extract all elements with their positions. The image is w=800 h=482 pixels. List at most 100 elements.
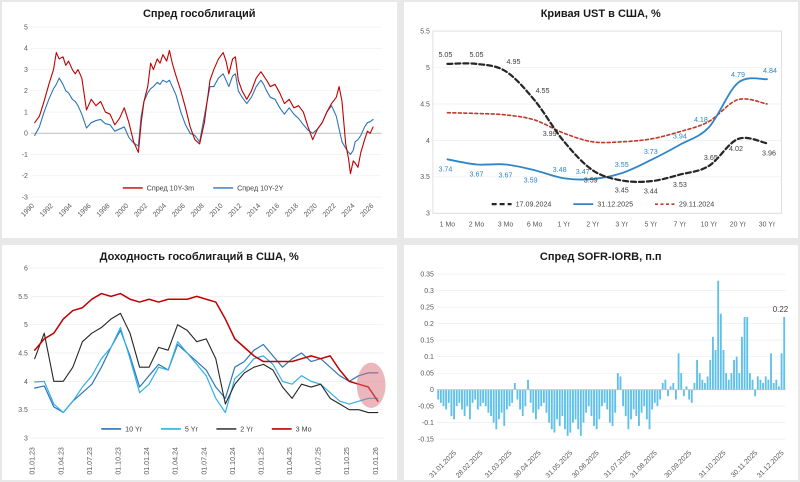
svg-text:3.59: 3.59 (583, 175, 597, 184)
svg-text:28.02.2025: 28.02.2025 (454, 449, 484, 479)
svg-text:0: 0 (430, 387, 434, 394)
svg-text:3.44: 3.44 (643, 186, 657, 195)
svg-text:4.84: 4.84 (763, 66, 777, 75)
svg-text:10 Yr: 10 Yr (125, 424, 143, 433)
svg-text:01.07.24: 01.07.24 (201, 447, 208, 475)
svg-text:Спред 10Y-2Y: Спред 10Y-2Y (237, 183, 283, 192)
svg-text:4: 4 (24, 46, 28, 53)
svg-text:5: 5 (24, 322, 28, 329)
svg-text:3.96: 3.96 (762, 148, 776, 157)
svg-text:3.67: 3.67 (469, 170, 483, 179)
svg-text:01.04.23: 01.04.23 (58, 447, 65, 475)
us-yields-title: Доходность гособлигаций в США, % (99, 250, 299, 263)
svg-text:31.07.2025: 31.07.2025 (602, 449, 632, 479)
svg-text:2024: 2024 (341, 203, 357, 219)
panel-sofr-iorb-spread: Спред SOFR-IORB, п.п 0.35 0.3 0.25 0.2 0.15 0… (403, 244, 798, 480)
svg-text:31.08.2025: 31.08.2025 (629, 449, 659, 479)
svg-text:3.48: 3.48 (552, 165, 566, 174)
panel-us-yields: Доходность гособлигаций в США, % 3 3.5 4 4.… (2, 244, 397, 480)
svg-text:4.18: 4.18 (693, 115, 707, 124)
svg-text:5: 5 (426, 65, 430, 72)
svg-text:2 Yr: 2 Yr (586, 221, 599, 228)
svg-text:1998: 1998 (96, 203, 112, 219)
svg-text:0.1: 0.1 (424, 354, 434, 361)
panel-gov-bond-spread: Спред гособлигаций -3 -2 -1 0 1 2 3 4 5 1990 1992 1… (2, 2, 397, 238)
svg-text:01.10.25: 01.10.25 (344, 447, 351, 475)
sofr-iorb-chart: 0.35 0.3 0.25 0.2 0.15 0.1 0.05 0 -0.05 -0.1 -0.15… (418, 271, 789, 479)
svg-text:20 Yr: 20 Yr (729, 221, 746, 228)
svg-text:10 Yr: 10 Yr (700, 221, 717, 228)
svg-text:01.01.23: 01.01.23 (30, 447, 37, 475)
svg-text:2020: 2020 (303, 203, 319, 219)
svg-text:4.02: 4.02 (729, 144, 743, 153)
ust-curve-title: Кривая UST в США, % (540, 8, 661, 20)
svg-text:2 Yr: 2 Yr (240, 424, 254, 433)
svg-text:2000: 2000 (114, 203, 130, 219)
svg-text:31.05.2025: 31.05.2025 (544, 449, 574, 479)
svg-text:3.73: 3.73 (643, 147, 657, 156)
gov-bond-spread-chart: -3 -2 -1 0 1 2 3 4 5 1990 1992 1994 1996 1998 2000 2002… (20, 24, 382, 219)
svg-text:5 Yr: 5 Yr (644, 221, 657, 228)
svg-text:3: 3 (24, 67, 28, 74)
svg-text:3 Mo: 3 Mo (497, 221, 513, 228)
svg-text:31.01.2025: 31.01.2025 (428, 449, 458, 479)
svg-text:31.10.2025: 31.10.2025 (697, 449, 727, 479)
us-yields-chart: 3 3.5 4 4.5 5 5.5 6 01.01.23 01.04.23 01.07.23 01.… (18, 265, 386, 475)
svg-text:6: 6 (24, 265, 28, 272)
svg-text:4.79: 4.79 (730, 70, 744, 79)
svg-text:3: 3 (24, 435, 28, 442)
svg-text:2018: 2018 (284, 203, 300, 219)
svg-text:30.09.2025: 30.09.2025 (663, 449, 693, 479)
svg-text:1996: 1996 (77, 203, 93, 219)
svg-text:5.05: 5.05 (469, 50, 483, 59)
svg-text:4.55: 4.55 (535, 86, 549, 95)
svg-text:3.53: 3.53 (672, 180, 686, 189)
svg-text:31.03.2025: 31.03.2025 (484, 449, 514, 479)
svg-text:-1: -1 (22, 152, 28, 159)
svg-text:1990: 1990 (20, 203, 36, 219)
svg-text:2: 2 (24, 88, 28, 95)
svg-text:-0.15: -0.15 (418, 436, 434, 443)
svg-text:3.99: 3.99 (542, 129, 556, 138)
svg-text:01.10.23: 01.10.23 (116, 447, 123, 475)
svg-text:29.11.2024: 29.11.2024 (678, 200, 713, 209)
svg-text:2006: 2006 (171, 203, 187, 219)
svg-text:3: 3 (426, 211, 430, 218)
svg-text:-2: -2 (22, 173, 28, 180)
svg-text:3.47: 3.47 (575, 167, 589, 176)
svg-text:31.12.2025: 31.12.2025 (597, 200, 633, 209)
svg-text:01.07.25: 01.07.25 (316, 447, 323, 475)
svg-text:3.94: 3.94 (672, 132, 686, 141)
svg-text:4.95: 4.95 (506, 57, 520, 66)
svg-text:01.04.25: 01.04.25 (287, 447, 294, 475)
svg-text:31.12.2025: 31.12.2025 (756, 449, 786, 479)
svg-text:5: 5 (24, 24, 28, 31)
svg-text:4: 4 (24, 378, 28, 385)
svg-text:0: 0 (24, 131, 28, 138)
ust-curve-chart: 33.544.555.51 Mo 2 Mo 3 Mo 6 Mo 1 Yr 2 Yr 3 Yr… (420, 29, 782, 228)
svg-text:3.5: 3.5 (420, 174, 430, 181)
svg-text:01.10.24: 01.10.24 (230, 447, 237, 475)
svg-text:-0.1: -0.1 (421, 420, 433, 427)
svg-text:2016: 2016 (265, 203, 281, 219)
svg-text:Спред 10Y-3m: Спред 10Y-3m (147, 183, 194, 192)
svg-text:2022: 2022 (322, 203, 338, 219)
svg-text:30.06.2025: 30.06.2025 (571, 449, 601, 479)
svg-text:3.55: 3.55 (614, 160, 628, 169)
svg-text:4: 4 (426, 138, 430, 145)
svg-text:2010: 2010 (209, 203, 225, 219)
svg-text:5.05: 5.05 (438, 50, 452, 59)
svg-text:01.01.26: 01.01.26 (373, 447, 380, 475)
svg-text:4.5: 4.5 (18, 350, 28, 357)
svg-text:3.65: 3.65 (703, 153, 717, 162)
svg-text:30.04.2025: 30.04.2025 (513, 449, 543, 479)
svg-text:0.05: 0.05 (420, 370, 434, 377)
svg-text:7 Yr: 7 Yr (673, 221, 686, 228)
svg-text:2002: 2002 (133, 203, 149, 219)
svg-text:01.04.24: 01.04.24 (173, 447, 180, 475)
svg-text:-0.05: -0.05 (418, 403, 434, 410)
svg-text:3.45: 3.45 (614, 186, 628, 195)
svg-text:01.07.23: 01.07.23 (87, 447, 94, 475)
svg-text:2008: 2008 (190, 203, 206, 219)
